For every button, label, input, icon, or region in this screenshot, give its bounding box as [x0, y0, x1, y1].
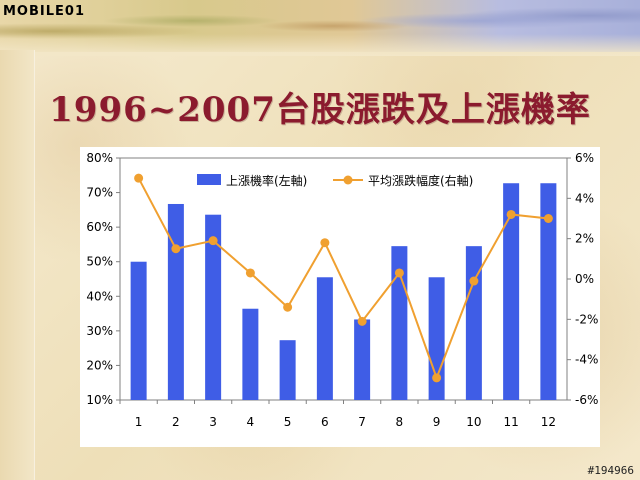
- chart-panel: 10% 20% 30% 40% 50% 60% 70% 80% -6% -4% -2% 0% 2% 4% 6…: [80, 147, 600, 447]
- line-point-11: [506, 209, 516, 219]
- x-axis-tick-label: 10: [466, 415, 481, 429]
- x-axis-tick-label: 12: [541, 415, 556, 429]
- x-axis-tick-label: 4: [247, 415, 255, 429]
- line-point-12: [543, 214, 553, 223]
- line-point-3: [208, 236, 218, 246]
- left-axis-tick-label: 30%: [86, 324, 113, 338]
- x-axis-tick-label: 7: [358, 415, 366, 429]
- line-point-4: [245, 268, 255, 278]
- x-axis-tick-label: 9: [433, 415, 441, 429]
- bar-12: [540, 183, 557, 400]
- line-point-10: [469, 276, 479, 286]
- right-axis-tick-label: -2%: [575, 312, 598, 326]
- x-axis-tick-label: 1: [135, 415, 143, 429]
- combo-chart: 10% 20% 30% 40% 50% 60% 70% 80% -6% -4% -2% 0% 2% 4% 6…: [86, 151, 598, 429]
- bar-4: [242, 308, 259, 400]
- left-axis-tick-label: 50%: [86, 255, 113, 269]
- x-axis-tick-label: 11: [503, 415, 518, 429]
- x-axis-tick-label: 2: [172, 415, 180, 429]
- bar-1: [130, 261, 147, 400]
- right-axis-tick-label: -4%: [575, 353, 598, 367]
- x-axis-tick-label: 8: [396, 415, 404, 429]
- line-point-8: [394, 268, 404, 278]
- line-point-5: [283, 302, 293, 312]
- bar-6: [316, 277, 333, 400]
- bar-2: [167, 203, 184, 400]
- line-series-avg-change: [137, 177, 549, 381]
- legend-marker-line: [343, 175, 353, 185]
- line-point-2: [171, 244, 181, 254]
- bar-11: [503, 183, 520, 400]
- right-axis-tick-label: -6%: [575, 393, 598, 407]
- slide-title: 1996~2007台股漲跌及上漲機率: [49, 90, 591, 130]
- left-axis-tick-label: 70%: [86, 186, 113, 200]
- legend-swatch-bar: [197, 174, 221, 185]
- left-axis-tick-label: 20%: [86, 358, 113, 372]
- banner-fade: [0, 34, 640, 56]
- left-decor-strip: [0, 50, 35, 480]
- x-axis-tick-label: 5: [284, 415, 292, 429]
- right-axis-tick-label: 2%: [575, 232, 594, 246]
- legend-label-line: 平均漲跌幅度(右軸): [368, 173, 473, 188]
- right-axis-tick-label: 4%: [575, 191, 594, 205]
- plot-area-frame: [119, 157, 568, 401]
- left-axis-tick-label: 80%: [86, 151, 113, 165]
- right-axis-tick-label: 0%: [575, 272, 594, 286]
- legend-label-bar: 上漲機率(左軸): [226, 173, 307, 188]
- line-point-6: [320, 238, 330, 248]
- bar-5: [279, 340, 296, 400]
- x-axis-tick-label: 6: [321, 415, 329, 429]
- watermark-id: #194966: [587, 464, 634, 477]
- x-axis-tick-label: 3: [209, 415, 217, 429]
- line-point-7: [357, 316, 367, 326]
- bar-10: [465, 246, 482, 400]
- bar-3: [205, 214, 222, 400]
- left-axis-tick-label: 10%: [86, 393, 113, 407]
- left-axis-tick-label: 40%: [86, 289, 113, 303]
- line-point-9: [432, 373, 442, 383]
- left-axis-tick-label: 60%: [86, 220, 113, 234]
- site-logo: MOBILE01: [3, 4, 85, 19]
- line-point-1: [134, 173, 144, 183]
- right-axis-tick-label: 6%: [575, 151, 594, 165]
- bar-7: [354, 319, 371, 400]
